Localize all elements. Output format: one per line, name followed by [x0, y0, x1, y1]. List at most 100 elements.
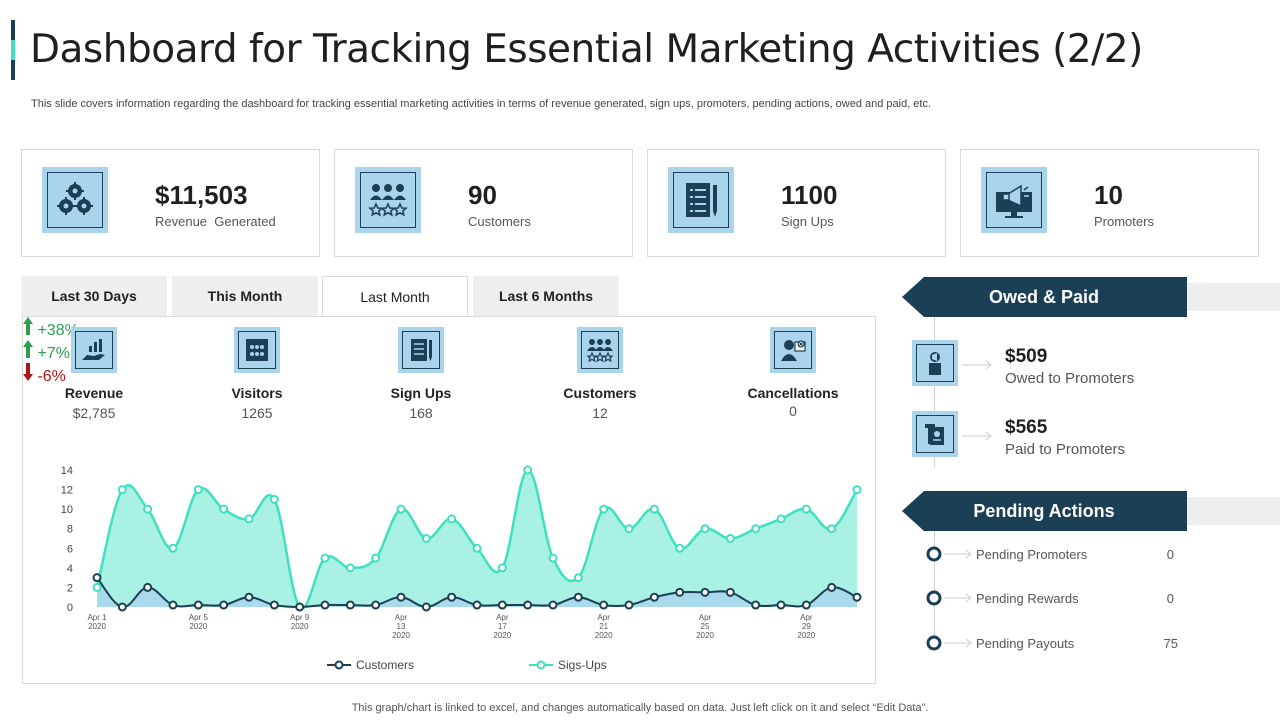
- kpi-card-signups: 1100 Sign Ups: [647, 149, 946, 257]
- kpi-value: 90: [468, 180, 497, 210]
- kpi-value: $11,503: [155, 180, 248, 210]
- audience-icon: [234, 327, 280, 373]
- owed-label: Owed to Promoters: [1005, 370, 1135, 387]
- promoter-megaphone-icon: [912, 340, 958, 386]
- pending-actions-banner: [902, 491, 1280, 531]
- x-tick-label: Apr 25 2020: [696, 613, 714, 640]
- pending-node-icon: [926, 635, 972, 651]
- kpi-value: 10: [1094, 180, 1123, 210]
- owed-paid-banner: [902, 277, 1280, 317]
- kpi-card-promoters: 10 Promoters: [960, 149, 1259, 257]
- payment-document-icon: [912, 411, 958, 457]
- revenue-change: +38%: [23, 317, 875, 340]
- kpi-value: 1100: [781, 180, 838, 210]
- arrow-right-icon: [962, 431, 992, 441]
- legend-label: Customers: [356, 658, 414, 672]
- sigsups-point: [573, 573, 583, 583]
- gears-icon: [42, 167, 108, 233]
- page-title: Dashboard for Tracking Essential Marketi…: [30, 27, 1143, 72]
- sigsups-point: [827, 524, 837, 534]
- customers-point: [776, 600, 786, 610]
- metric-signups: Sign Ups 168: [346, 327, 496, 421]
- kpi-label: Revenue Generated: [155, 214, 276, 229]
- chart-legend: Customers Sigs-Ups: [327, 658, 607, 672]
- sigsups-point: [371, 553, 381, 563]
- y-axis: 0 2 4 6 8 10 12 14: [61, 465, 73, 614]
- signups-change-value: +7%: [37, 345, 70, 362]
- metric-visitors: Visitors 1265: [182, 327, 332, 421]
- owed-value: $509: [1005, 346, 1048, 367]
- x-tick-label: Apr 17 2020: [493, 613, 511, 640]
- chart-points: [92, 465, 862, 612]
- customers-point: [371, 600, 381, 610]
- customers-point: [143, 582, 153, 592]
- customers-point: [421, 602, 431, 612]
- sigsups-point: [497, 563, 507, 573]
- sigsups-point: [193, 485, 203, 495]
- pending-node-icon: [926, 590, 972, 606]
- sigsups-point: [548, 553, 558, 563]
- form-pen-icon: [398, 327, 444, 373]
- y-tick-label: 4: [67, 563, 73, 575]
- sigsups-point: [447, 514, 457, 524]
- y-tick-label: 10: [61, 504, 73, 516]
- y-tick-label: 0: [67, 602, 73, 614]
- customers-point: [497, 600, 507, 610]
- metric-value: 168: [409, 405, 433, 421]
- paid-label: Paid to Promoters: [1005, 441, 1126, 458]
- arrow-up-icon: [23, 340, 33, 358]
- metric-value: 12: [592, 405, 608, 421]
- x-tick-label: Apr 5 2020: [189, 613, 209, 631]
- sigsups-point: [244, 514, 254, 524]
- customers-point: [599, 600, 609, 610]
- x-tick-label: Apr 9 2020: [290, 613, 310, 631]
- customers-point: [447, 592, 457, 602]
- form-pen-icon: [668, 167, 734, 233]
- sigsups-point: [168, 543, 178, 553]
- metrics-panel: Revenue $2,785 +38% Visitors 1265: [22, 316, 876, 684]
- sigsups-point: [269, 494, 279, 504]
- customers-point: [269, 600, 279, 610]
- title-accent-bar: [11, 20, 15, 80]
- tab-last-month[interactable]: Last Month: [322, 276, 468, 317]
- sigsups-point: [599, 504, 609, 514]
- sigsups-point: [345, 563, 355, 573]
- customers-change-value: -6%: [37, 368, 66, 385]
- customers-point: [700, 587, 710, 597]
- kpi-card-customers: 90 Customers: [334, 149, 633, 257]
- customers-point: [827, 582, 837, 592]
- pending-payouts-value: 75: [1163, 636, 1178, 651]
- y-tick-label: 2: [67, 582, 73, 594]
- sigsups-point: [117, 485, 127, 495]
- metric-revenue: Revenue $2,785: [19, 327, 169, 421]
- y-tick-label: 8: [67, 524, 73, 536]
- sigsups-point: [421, 534, 431, 543]
- sigsups-point: [143, 504, 153, 514]
- sigsups-point: [852, 485, 862, 495]
- customers-point: [725, 587, 735, 597]
- customers-point: [219, 600, 229, 610]
- sigsups-point: [523, 465, 533, 475]
- customers-point: [117, 602, 127, 612]
- kpi-label: Promoters: [1094, 214, 1154, 229]
- customers-point: [244, 592, 254, 602]
- tab-this-month[interactable]: This Month: [172, 276, 318, 316]
- metric-cancellations: Cancellations 0: [718, 327, 868, 419]
- customers-point: [751, 600, 761, 610]
- page-subtitle: This slide covers information regarding …: [31, 98, 932, 110]
- kpi-label: Customers: [468, 214, 531, 229]
- tab-last-30-days[interactable]: Last 30 Days: [21, 276, 167, 316]
- metric-value: 1265: [241, 405, 273, 421]
- customers-point: [92, 573, 102, 583]
- sigsups-point: [700, 524, 710, 534]
- tab-last-6-months[interactable]: Last 6 Months: [473, 276, 619, 316]
- metric-customers: Customers 12: [525, 327, 675, 421]
- x-axis: Apr 1 2020 Apr 5 2020 Apr 9 2020 Apr 13 2020 Apr 1…: [87, 613, 815, 640]
- sigsups-point: [776, 514, 786, 524]
- user-cancel-icon: [770, 327, 816, 373]
- sigsups-area: [97, 469, 857, 609]
- signups-change: +7%: [23, 340, 875, 363]
- metric-name: Revenue: [64, 385, 124, 401]
- sigsups-point: [92, 582, 102, 592]
